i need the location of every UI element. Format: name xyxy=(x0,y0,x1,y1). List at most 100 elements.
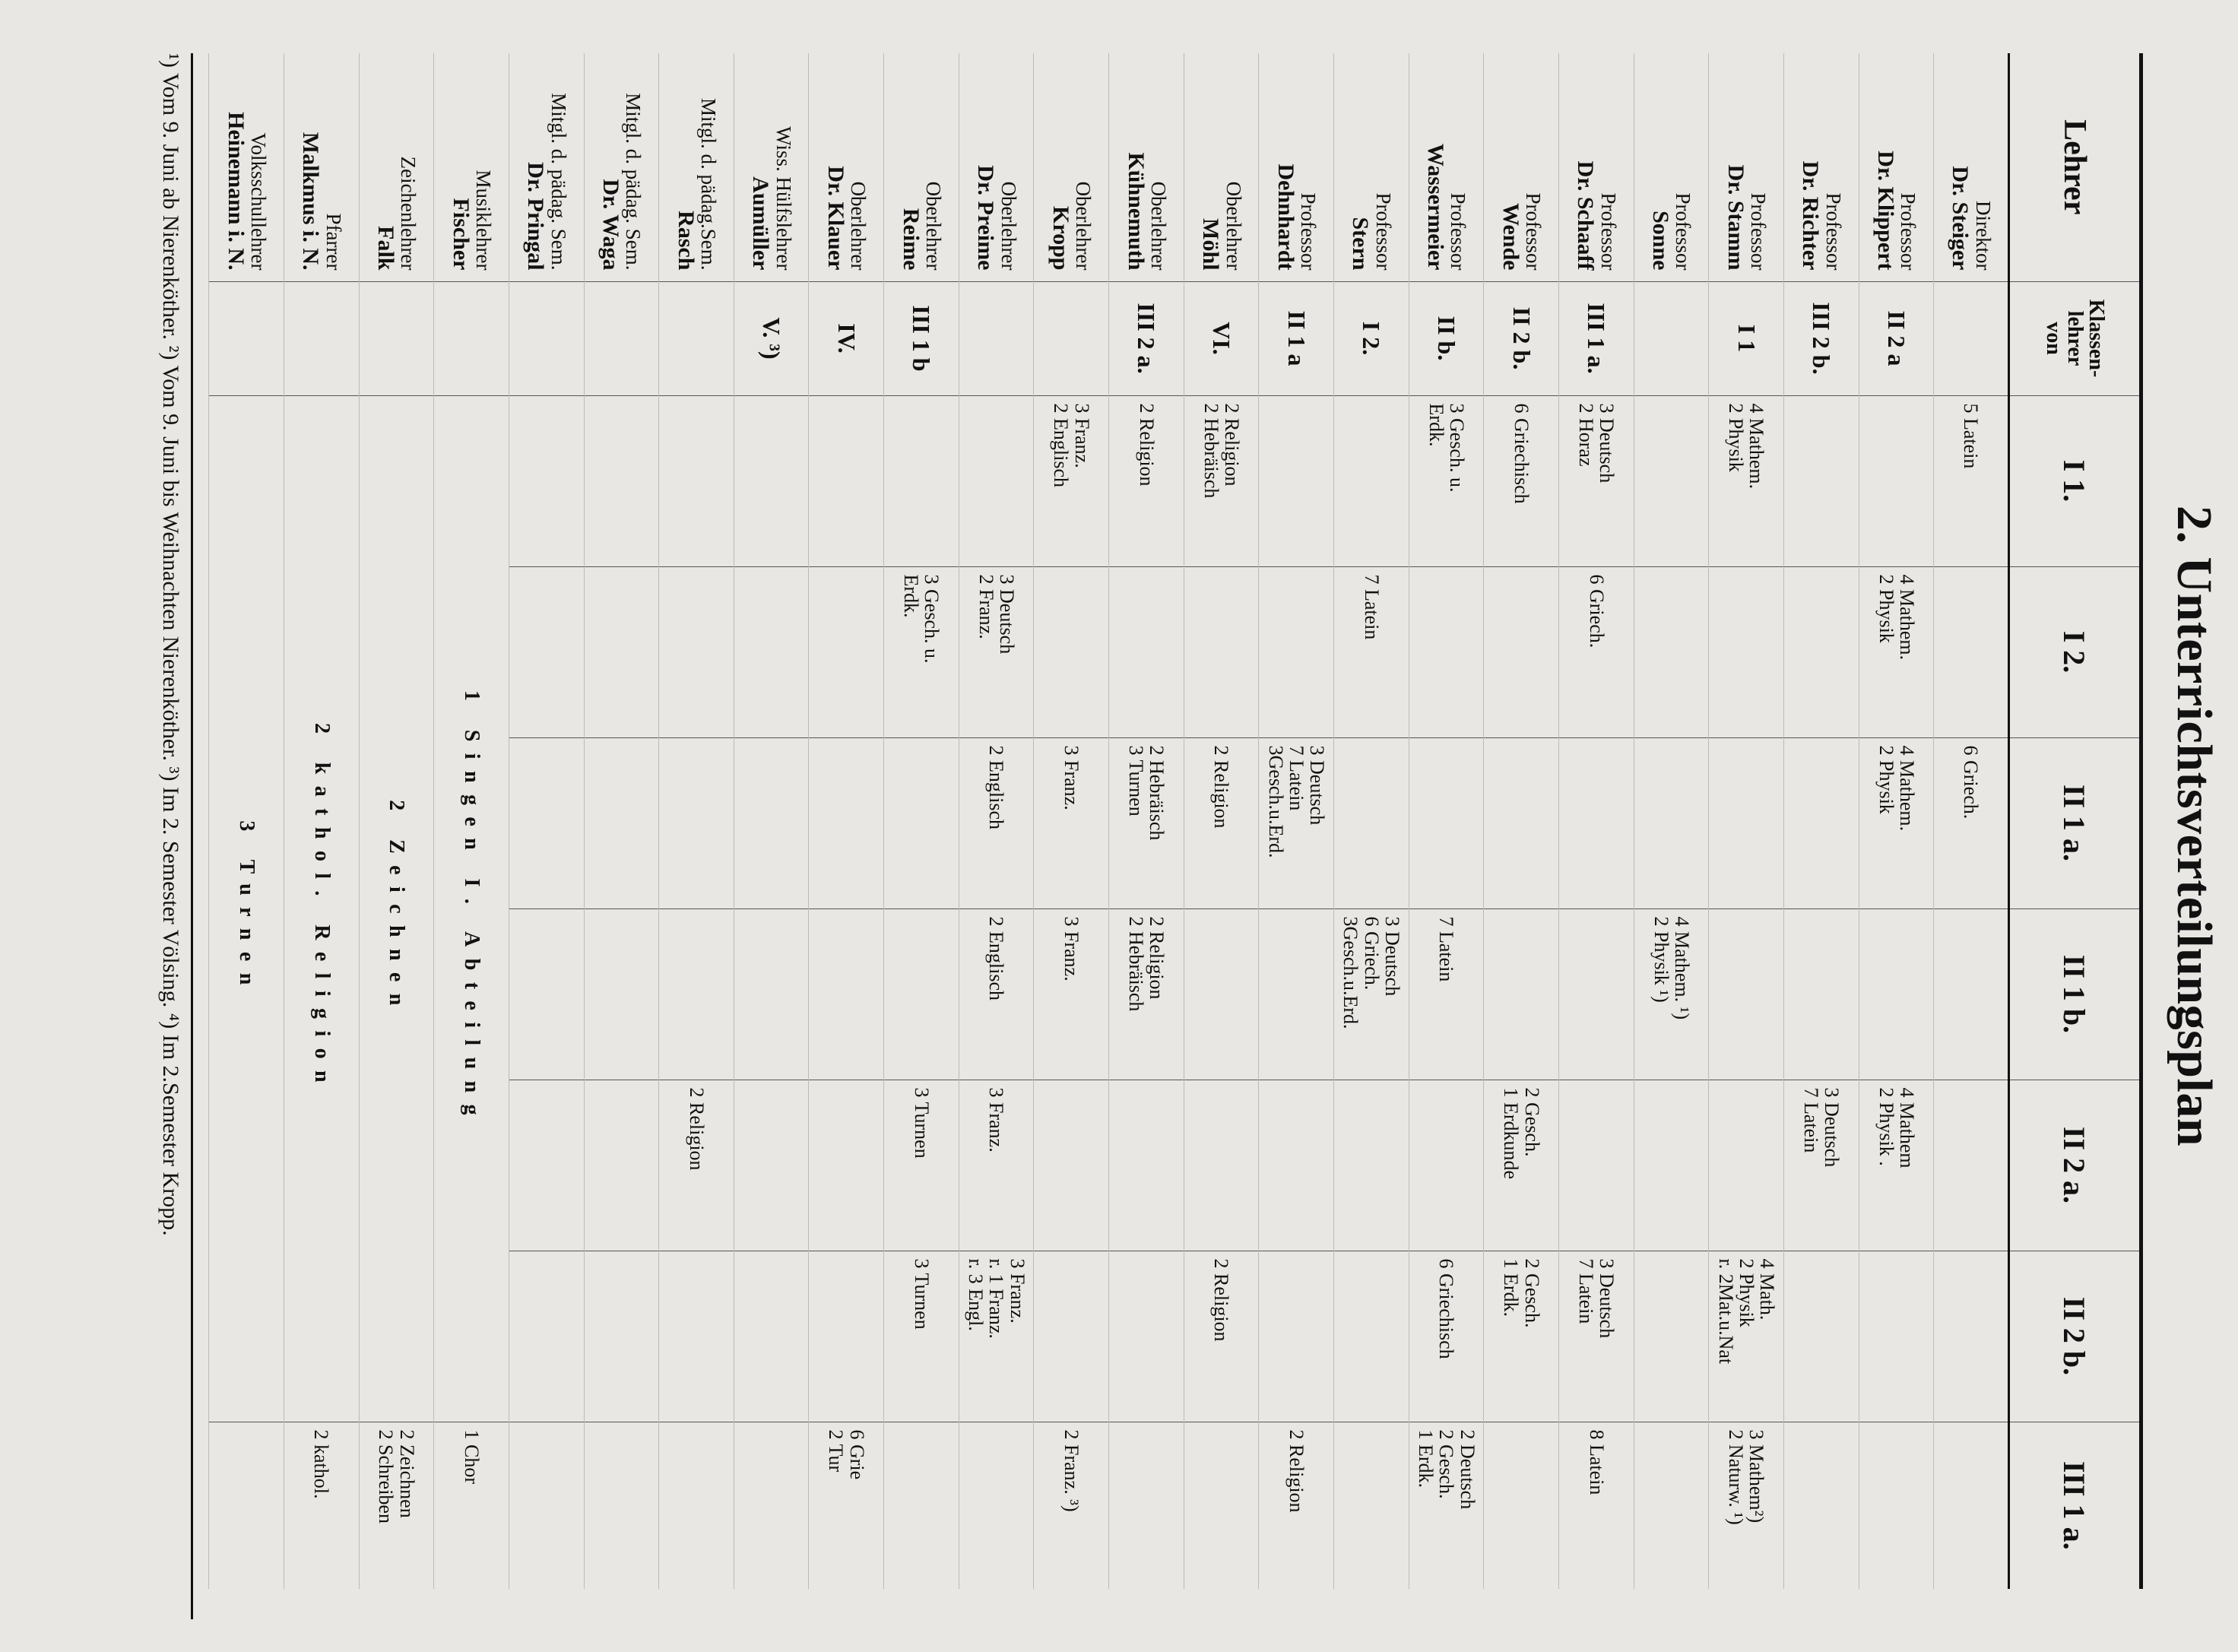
column-header: II 1 b. xyxy=(2008,908,2141,1080)
lesson-cell xyxy=(1483,1422,1559,1589)
lesson-cell xyxy=(1558,908,1634,1080)
lesson-line: 2 Gesch. xyxy=(1520,1087,1543,1157)
teacher-role: Pfarrer xyxy=(322,213,345,271)
lesson-line: 6 Griechisch xyxy=(1510,403,1533,504)
teacher-cell: Mitgl. d. pädag.Sem. Rasch xyxy=(658,53,734,281)
lesson-line: 2 Religion xyxy=(1135,403,1158,487)
teacher-cell: Professor Wassermeier xyxy=(1409,53,1484,281)
distribution-table: Lehrer Klassen-lehrer von I 1. I 2. II 1 a. II… xyxy=(208,53,2143,1589)
spanning-lesson: 2 kathol. Religion xyxy=(284,395,360,1422)
lesson-line: 7 Latein xyxy=(1360,574,1383,640)
column-header-text: Klassen- xyxy=(2084,299,2108,378)
lesson-cell xyxy=(1634,737,1709,908)
lesson-cell: 6 Grie 2 Tur xyxy=(809,1422,884,1589)
teacher-name: Möhl xyxy=(1198,218,1224,271)
column-header: II 2 a. xyxy=(2008,1080,2141,1251)
lesson-line: 2 Englisch xyxy=(985,745,1008,830)
table-row: Mitgl. d. pädag. Sem. Dr. Waga xyxy=(584,53,659,1589)
lesson-cell xyxy=(1184,566,1259,737)
teacher-name: Rasch xyxy=(673,211,699,271)
lesson-line: 7 Latein xyxy=(1799,1087,1822,1153)
lesson-cell xyxy=(1483,737,1559,908)
lesson-cell: 2 Gesch. 1 Erdkunde xyxy=(1483,1080,1559,1251)
lesson-cell: 2 Religion xyxy=(658,1080,734,1251)
lesson-cell xyxy=(1483,908,1559,1080)
teacher-role: Oberlehrer xyxy=(921,181,945,271)
spanning-lesson: 1 Singen I. Abteilung xyxy=(433,395,509,1422)
lesson-cell xyxy=(809,566,884,737)
lesson-cell xyxy=(658,1422,734,1589)
lesson-cell xyxy=(658,737,734,908)
lesson-cell: 2 Hebräisch 3 Turnen xyxy=(1108,737,1184,908)
teacher-name: Dr. Waga xyxy=(598,179,623,271)
lesson-cell xyxy=(509,1080,585,1251)
teacher-cell: Professor Sonne xyxy=(1634,53,1709,281)
lesson-cell xyxy=(1859,1422,1934,1589)
lesson-cell: 3 Franz. 2 Englisch xyxy=(1033,395,1109,566)
teacher-cell: Professor Dr. Schaaff xyxy=(1558,53,1634,281)
lesson-line: 1 Erdkunde xyxy=(1500,1087,1523,1180)
teacher-role: Oberlehrer xyxy=(997,181,1020,271)
lesson-cell xyxy=(1409,566,1484,737)
table-row: Oberlehrer Möhl VI. 2 Religion 2 Hebräisch 2 … xyxy=(1184,53,1259,1589)
teacher-role: Professor xyxy=(1672,192,1695,271)
lesson-cell xyxy=(883,1422,959,1589)
class-teacher-of: III 2 b. xyxy=(1783,281,1859,395)
lesson-cell xyxy=(584,566,659,737)
lesson-line: 3 Franz. xyxy=(1006,1258,1029,1324)
lesson-cell xyxy=(809,1251,884,1422)
lesson-cell: 4 Mathem. 2 Physik xyxy=(1859,737,1934,908)
lesson-cell: 3 Turnen xyxy=(883,1251,959,1422)
lesson-cell xyxy=(1859,1251,1934,1422)
column-header-text: III 1 a. xyxy=(2057,1460,2092,1550)
lesson-cell xyxy=(734,908,809,1080)
lesson-cell xyxy=(809,737,884,908)
teacher-cell: Direktor Dr. Steiger xyxy=(1933,53,2009,281)
table-header-row: Lehrer Klassen-lehrer von I 1. I 2. II 1 a. II… xyxy=(2008,53,2141,1589)
lesson-cell xyxy=(584,395,659,566)
lesson-cell xyxy=(1558,1080,1634,1251)
lesson-cell: 3 Gesch. u. Erdk. xyxy=(883,566,959,737)
lesson-cell xyxy=(1108,566,1184,737)
lesson-cell xyxy=(509,1422,585,1589)
column-header-text: I 1. xyxy=(2057,459,2092,503)
lesson-cell xyxy=(1783,737,1859,908)
lesson-line: 4 Mathem. xyxy=(1895,745,1918,832)
lesson-line: 3Gesch.u.Erd. xyxy=(1339,916,1362,1029)
lesson-cell xyxy=(1783,1251,1859,1422)
teacher-role: Zeichenlehrer xyxy=(397,156,420,271)
lesson-cell: 2 Englisch xyxy=(959,737,1034,908)
lesson-cell xyxy=(1634,566,1709,737)
lesson-cell xyxy=(734,737,809,908)
teacher-role: Professor xyxy=(1371,192,1395,271)
lesson-cell: 2 Englisch xyxy=(959,908,1034,1080)
lesson-cell xyxy=(1634,395,1709,566)
lesson-line: 2 Franz. ³) xyxy=(1060,1429,1083,1512)
teacher-name: Heinemann i. N. xyxy=(223,112,249,271)
teacher-role: Mitgl. d. pädag. Sem. xyxy=(622,93,645,271)
teacher-role: Professor xyxy=(1747,192,1770,271)
lesson-line: 2 Physik xyxy=(1875,574,1897,643)
lesson-line: 6 Griech. xyxy=(1960,745,1983,820)
lesson-cell: 3 Franz. r. 1 Franz. r. 3 Engl. xyxy=(959,1251,1034,1422)
lesson-cell: 4 Mathem. 2 Physik xyxy=(1859,566,1934,737)
lesson-cell xyxy=(1184,908,1259,1080)
lesson-cell: 2 Gesch. 1 Erdk. xyxy=(1483,1251,1559,1422)
table-row: Volksschullehrer Heinemann i. N. 3 Turnen xyxy=(208,53,284,1589)
class-teacher-of: II b. xyxy=(1409,281,1484,395)
lesson-cell: 3 Deutsch 7 Latein 3Gesch.u.Erd. xyxy=(1258,737,1334,908)
lesson-cell xyxy=(509,1251,585,1422)
lesson-cell: 3 Deutsch 6 Griech. 3Gesch.u.Erd. xyxy=(1333,908,1409,1080)
table-row: Professor Stern I 2. 7 Latein 3 Deutsch 6 Gri… xyxy=(1333,53,1409,1589)
column-header: I 1. xyxy=(2008,395,2141,566)
lesson-line: 2 Physik xyxy=(1735,1258,1758,1327)
teacher-name: Dr. Stamm xyxy=(1723,164,1748,271)
lesson-line: 2 Hebräisch xyxy=(1146,745,1168,841)
teacher-name: Malkmus i. N. xyxy=(298,132,324,271)
table-row: Professor Wassermeier II b. 3 Gesch. u. Erdk… xyxy=(1409,53,1484,1589)
lesson-line: 3 Deutsch xyxy=(995,574,1018,655)
lesson-line: 7 Latein xyxy=(1285,745,1308,811)
lesson-cell xyxy=(1933,1422,2009,1589)
column-header-text: lehrer xyxy=(2063,310,2087,366)
